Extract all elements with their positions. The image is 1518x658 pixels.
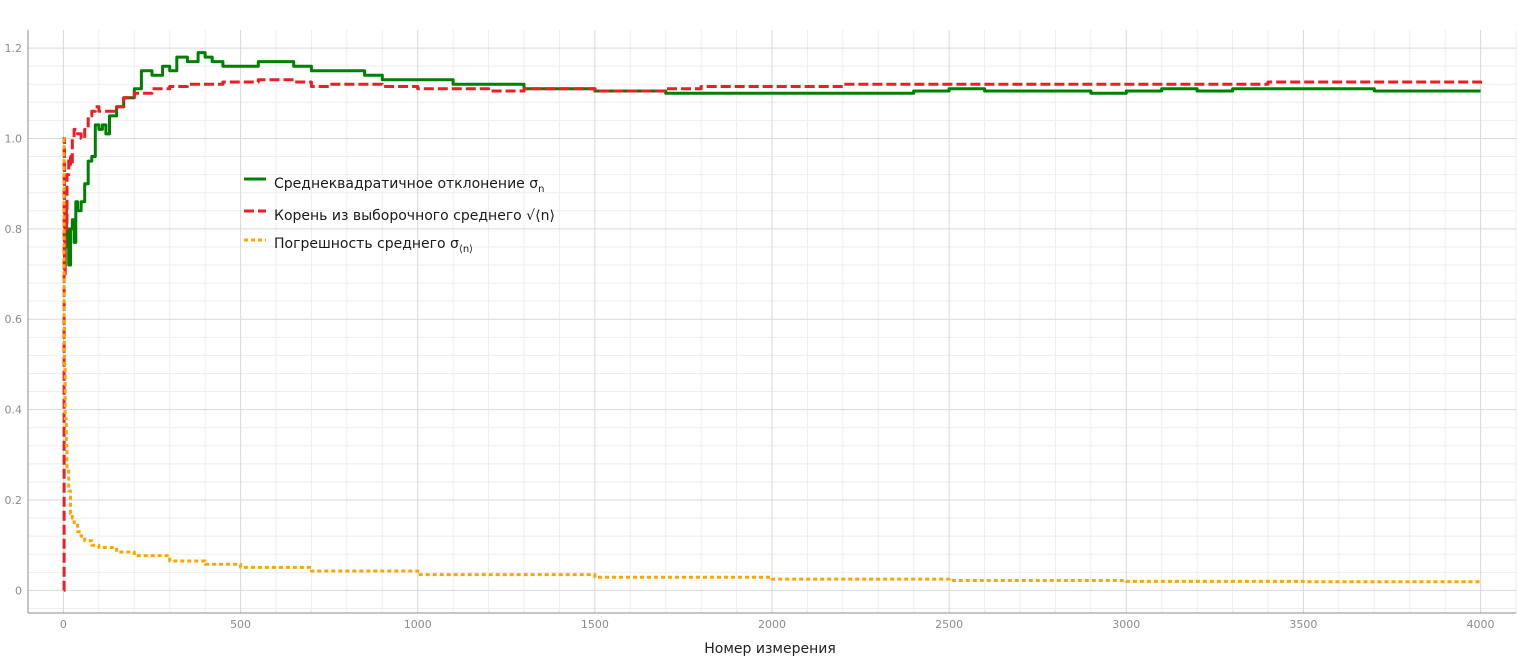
- legend-label-mean-error: Погрешность среднего σ⟨n⟩: [274, 236, 473, 255]
- x-tick-label: 3500: [1289, 618, 1317, 631]
- legend-label-std-dev: Среднеквадратичное отклонение σn: [274, 176, 544, 195]
- x-tick-label: 0: [60, 618, 67, 631]
- y-tick-labels: 0 0.2 0.4 0.6 0.8 1.0 1.2: [5, 42, 23, 597]
- y-tick-label: 1.0: [5, 132, 23, 145]
- series-mean-error-line: [62, 137, 1483, 584]
- y-tick-label: 1.2: [5, 42, 23, 55]
- x-tick-label: 2000: [758, 618, 786, 631]
- legend-item-std-dev: Среднеквадратичное отклонение σn: [244, 176, 544, 195]
- x-tick-label: 2500: [935, 618, 963, 631]
- y-tick-label: 0: [15, 584, 22, 597]
- major-grid: [28, 30, 1516, 613]
- x-tick-label: 4000: [1467, 618, 1495, 631]
- y-tick-label: 0.6: [5, 313, 23, 326]
- y-tick-label: 0.4: [5, 404, 23, 417]
- y-tick-label: 0.8: [5, 223, 23, 236]
- x-tick-labels: 0 500 1000 1500 2000 2500 3000 3500 4000: [60, 618, 1495, 631]
- x-tick-label: 1500: [581, 618, 609, 631]
- x-tick-label: 1000: [404, 618, 432, 631]
- x-tick-label: 3000: [1112, 618, 1140, 631]
- series-layer: [62, 51, 1483, 592]
- legend: Среднеквадратичное отклонение σn Корень …: [244, 176, 555, 255]
- x-tick-label: 500: [230, 618, 251, 631]
- series-sqrt-mean-line: [62, 78, 1483, 592]
- x-axis-title: Номер измерения: [704, 641, 836, 657]
- y-tick-label: 0.2: [5, 494, 23, 507]
- axes: [27, 30, 1516, 614]
- legend-label-sqrt-mean: Корень из выборочного среднего √⟨n⟩: [274, 208, 555, 224]
- legend-item-mean-error: Погрешность среднего σ⟨n⟩: [244, 236, 473, 255]
- legend-item-sqrt-mean: Корень из выборочного среднего √⟨n⟩: [244, 208, 555, 224]
- series-std-dev-line: [63, 51, 1481, 267]
